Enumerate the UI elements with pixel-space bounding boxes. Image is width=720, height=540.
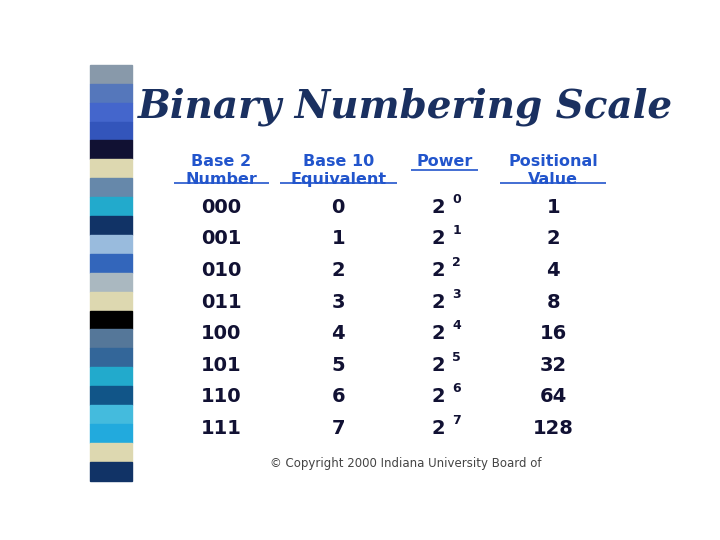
Bar [90, 405, 132, 424]
Text: Base 10
Equivalent: Base 10 Equivalent [290, 154, 387, 187]
Text: 16: 16 [539, 324, 567, 343]
Text: 2: 2 [432, 324, 446, 343]
Bar [90, 65, 132, 84]
Text: 2: 2 [331, 261, 345, 280]
Text: © Copyright 2000 Indiana University Board of: © Copyright 2000 Indiana University Boar… [269, 457, 541, 470]
Bar [90, 273, 132, 292]
Text: 6: 6 [452, 382, 461, 395]
Text: 101: 101 [201, 356, 241, 375]
Text: 4: 4 [546, 261, 560, 280]
Bar [90, 122, 132, 140]
Text: 001: 001 [201, 230, 241, 248]
Text: 2: 2 [432, 198, 446, 217]
Text: 128: 128 [533, 419, 574, 438]
Text: 7: 7 [331, 419, 345, 438]
Text: Base 2
Number: Base 2 Number [185, 154, 257, 187]
Text: 4: 4 [452, 319, 461, 332]
Bar [90, 386, 132, 405]
Bar [90, 443, 132, 462]
Text: 2: 2 [432, 356, 446, 375]
Text: 2: 2 [432, 261, 446, 280]
Text: 1: 1 [546, 198, 560, 217]
Bar [90, 159, 132, 178]
Text: 2: 2 [432, 230, 446, 248]
Text: 5: 5 [452, 351, 461, 364]
Text: 6: 6 [331, 388, 345, 407]
Bar [90, 235, 132, 254]
Text: Positional
Value: Positional Value [508, 154, 598, 187]
Bar [90, 348, 132, 367]
Text: 111: 111 [201, 419, 242, 438]
Text: 1: 1 [452, 225, 461, 238]
Text: 0: 0 [452, 193, 461, 206]
Bar [90, 424, 132, 443]
Text: 000: 000 [201, 198, 241, 217]
Text: 2: 2 [432, 293, 446, 312]
Text: Binary Numbering Scale: Binary Numbering Scale [138, 87, 672, 126]
Text: 2: 2 [546, 230, 560, 248]
Bar [90, 216, 132, 235]
Text: 2: 2 [452, 256, 461, 269]
Bar [90, 292, 132, 310]
Text: 010: 010 [201, 261, 241, 280]
Text: 011: 011 [201, 293, 241, 312]
Bar [90, 103, 132, 122]
Text: 3: 3 [331, 293, 345, 312]
Text: 110: 110 [201, 388, 241, 407]
Text: Power: Power [416, 154, 472, 169]
Text: 2: 2 [432, 388, 446, 407]
Bar [90, 329, 132, 348]
Bar [90, 178, 132, 197]
Text: 32: 32 [539, 356, 567, 375]
Bar [90, 254, 132, 273]
Text: 4: 4 [331, 324, 345, 343]
Text: 1: 1 [331, 230, 345, 248]
Bar [90, 84, 132, 103]
Text: 100: 100 [201, 324, 241, 343]
Text: 8: 8 [546, 293, 560, 312]
Bar [90, 310, 132, 329]
Bar [90, 462, 132, 481]
Text: 64: 64 [539, 388, 567, 407]
Bar [90, 140, 132, 159]
Bar [90, 367, 132, 386]
Text: 0: 0 [332, 198, 345, 217]
Text: 3: 3 [452, 288, 461, 301]
Text: 7: 7 [452, 414, 461, 427]
Bar [90, 197, 132, 216]
Text: 2: 2 [432, 419, 446, 438]
Text: 5: 5 [331, 356, 345, 375]
